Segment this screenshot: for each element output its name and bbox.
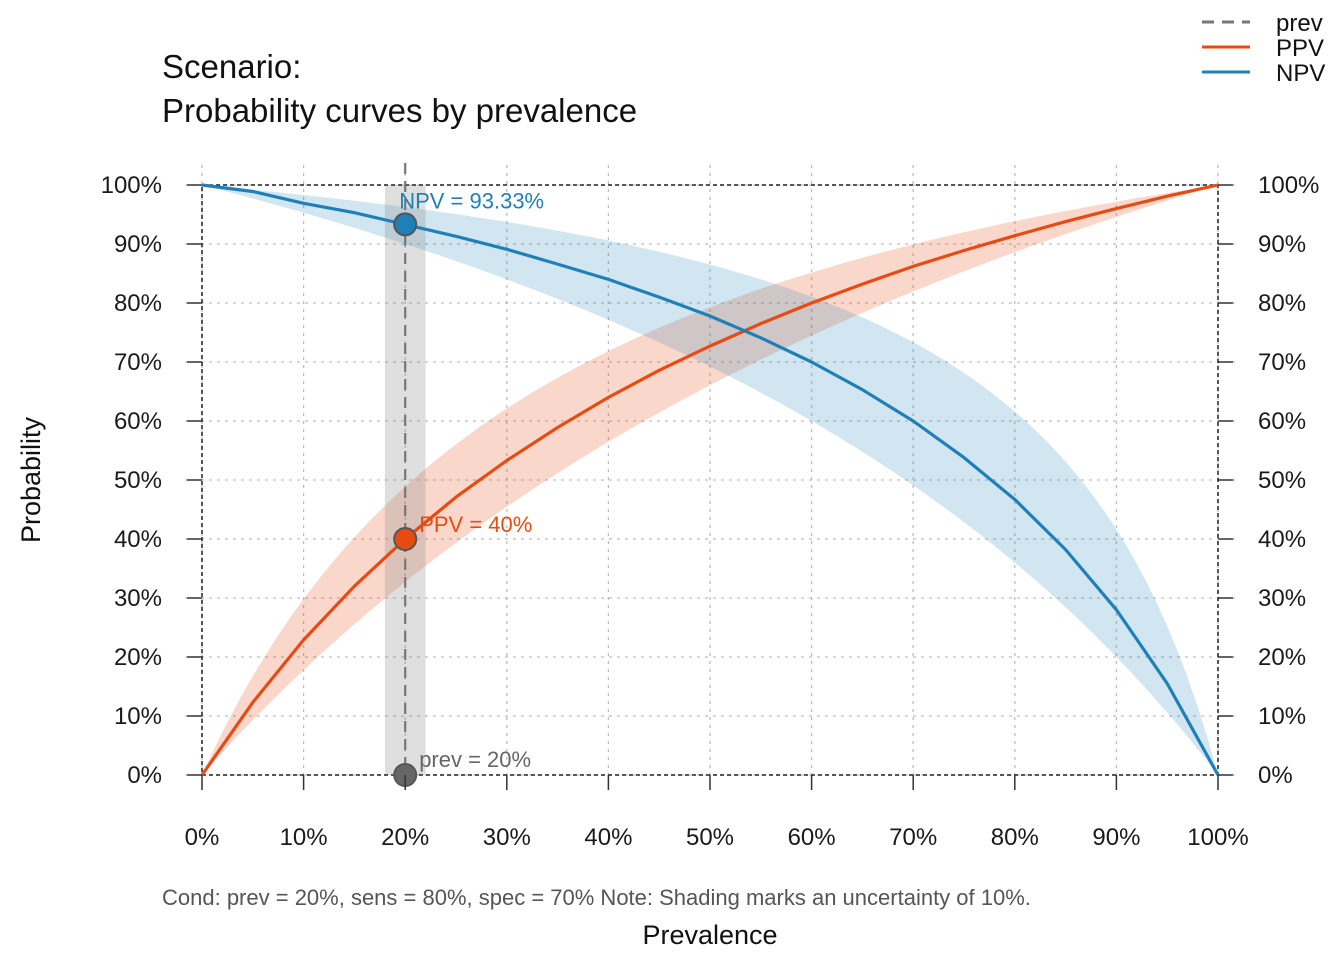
y-tick-label-right-10: 100% [1258, 172, 1319, 199]
y-tick-label-right-7: 70% [1258, 349, 1306, 376]
y-tick-label-left-6: 60% [114, 408, 162, 435]
y-tick-label-left-9: 90% [114, 231, 162, 258]
y-tick-label-right-9: 90% [1258, 231, 1306, 258]
y-tick-label-left-1: 10% [114, 703, 162, 730]
y-axis-label: Probability [16, 416, 46, 543]
y-tick-label-left-0: 0% [127, 762, 162, 789]
y-tick-label-right-2: 20% [1258, 644, 1306, 671]
x-tick-label-6: 60% [788, 824, 836, 851]
npv-uncertainty-band [202, 185, 1218, 775]
caption-note: Cond: prev = 20%, sens = 80%, spec = 70%… [162, 885, 1031, 910]
x-tick-label-0: 0% [185, 824, 220, 851]
y-tick-label-right-0: 0% [1258, 762, 1293, 789]
y-tick-label-left-5: 50% [114, 467, 162, 494]
y-tick-label-right-6: 60% [1258, 408, 1306, 435]
ppv-point-label: PPV = 40% [419, 512, 532, 537]
npv-point [393, 212, 418, 237]
ppv-point [393, 527, 418, 551]
npv-point-label: NPV = 93.33% [399, 188, 544, 213]
y-axis-left-ticks: 0% 10% 20% 30% 40% 50% 60% 70% 80% 90% 100% [101, 172, 202, 789]
x-tick-label-5: 50% [686, 824, 734, 851]
y-tick-label-right-1: 10% [1258, 703, 1306, 730]
legend-label-prev: prev [1276, 10, 1323, 37]
ppv-curve [200, 183, 1219, 776]
x-tick-label-8: 80% [991, 824, 1039, 851]
chart-title-line1: Scenario: [162, 48, 301, 85]
npv-curve [201, 183, 1220, 776]
y-tick-label-left-4: 40% [114, 526, 162, 553]
legend-label-npv: NPV [1276, 60, 1325, 87]
y-tick-label-right-4: 40% [1258, 526, 1306, 553]
x-tick-label-1: 10% [280, 824, 328, 851]
y-tick-label-left-10: 100% [101, 172, 162, 199]
x-axis-ticks: 0% 10% 20% 30% 40% 50% 60% 70% 80% 90% 100% [185, 775, 1249, 851]
x-tick-label-2: 20% [381, 824, 429, 851]
y-tick-label-right-5: 50% [1258, 467, 1306, 494]
legend: prev PPV NPV [1202, 10, 1325, 87]
x-tick-label-4: 40% [584, 824, 632, 851]
y-tick-label-right-3: 30% [1258, 585, 1306, 612]
x-tick-label-9: 90% [1092, 824, 1140, 851]
x-tick-label-3: 30% [483, 824, 531, 851]
x-tick-label-10: 100% [1187, 824, 1248, 851]
highlight-points: prev = 20% PPV = 40% NPV = 93.33% [393, 188, 544, 787]
y-tick-label-left-2: 20% [114, 644, 162, 671]
y-tick-label-left-8: 80% [114, 290, 162, 317]
x-tick-label-7: 70% [889, 824, 937, 851]
y-tick-label-left-3: 30% [114, 585, 162, 612]
prev-point-label: prev = 20% [419, 747, 531, 772]
y-tick-label-right-8: 80% [1258, 290, 1306, 317]
curves [200, 163, 1220, 776]
y-axis-right-ticks: 0% 10% 20% 30% 40% 50% 60% 70% 80% 90% 100% [1218, 172, 1319, 789]
chart-title-line2: Probability curves by prevalence [162, 92, 637, 129]
x-axis-label: Prevalence [642, 920, 777, 950]
y-tick-label-left-7: 70% [114, 349, 162, 376]
legend-label-ppv: PPV [1276, 35, 1324, 62]
